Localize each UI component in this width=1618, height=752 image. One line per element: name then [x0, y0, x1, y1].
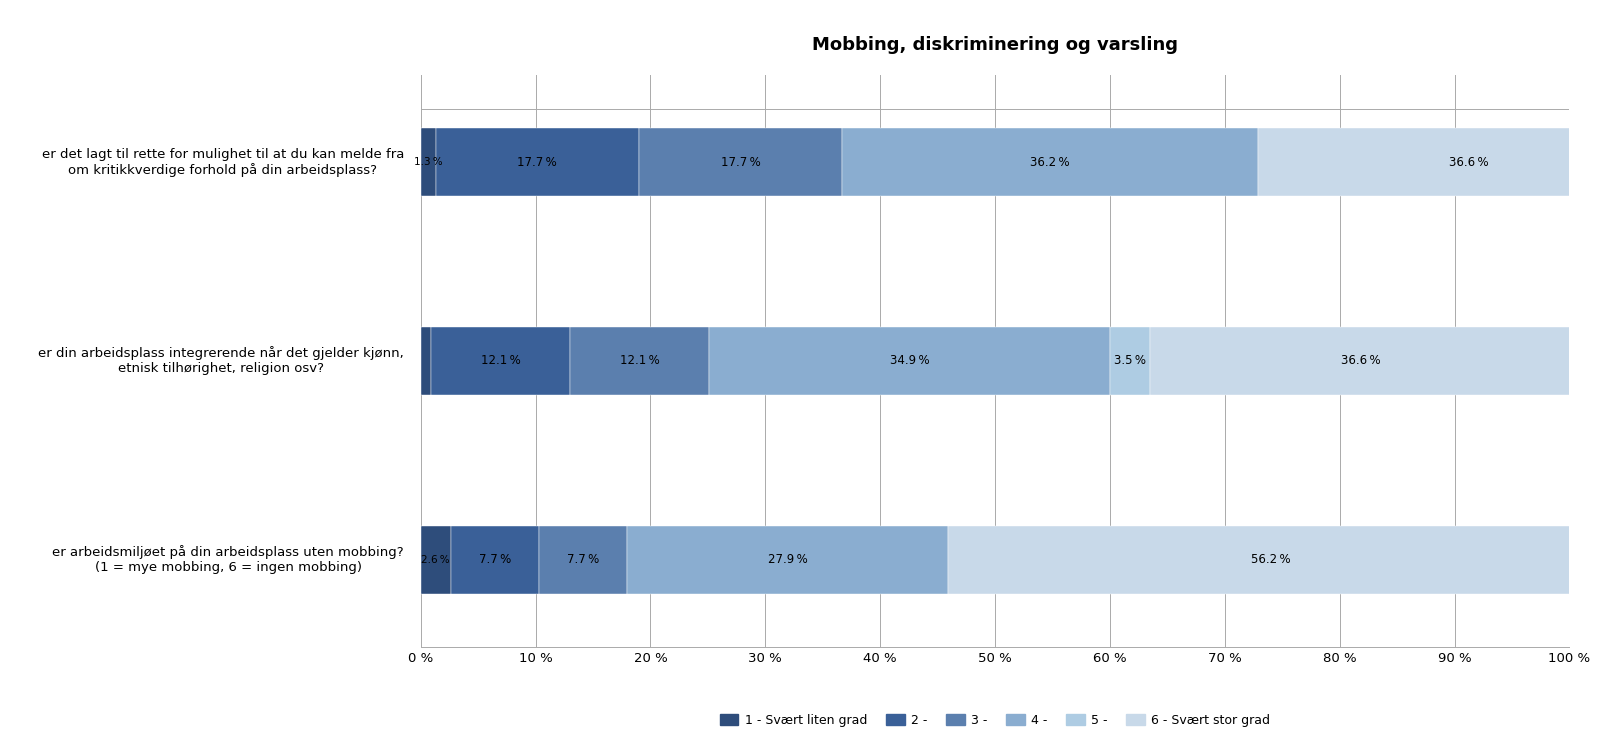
Bar: [421, 327, 430, 395]
Text: 34.9 %: 34.9 %: [890, 354, 929, 368]
Text: 3.5 %: 3.5 %: [1115, 354, 1146, 368]
Bar: [430, 327, 570, 395]
Text: 7.7 %: 7.7 %: [566, 553, 599, 566]
Text: 12.1 %: 12.1 %: [620, 354, 660, 368]
Bar: [628, 526, 948, 594]
Bar: [1110, 327, 1150, 395]
Bar: [1259, 128, 1618, 196]
Bar: [948, 526, 1594, 594]
Text: 27.9 %: 27.9 %: [769, 553, 807, 566]
Bar: [450, 526, 539, 594]
Text: 12.1 %: 12.1 %: [481, 354, 521, 368]
Text: 36.2 %: 36.2 %: [1031, 156, 1069, 168]
Text: 1.3 %: 1.3 %: [414, 157, 442, 167]
Text: 17.7 %: 17.7 %: [518, 156, 557, 168]
Bar: [570, 327, 709, 395]
Bar: [843, 128, 1259, 196]
Bar: [539, 526, 628, 594]
Text: 36.6 %: 36.6 %: [1448, 156, 1489, 168]
Bar: [709, 327, 1110, 395]
Bar: [1150, 327, 1571, 395]
Text: 2.6 %: 2.6 %: [421, 555, 450, 565]
Bar: [639, 128, 843, 196]
Title: Mobbing, diskriminering og varsling: Mobbing, diskriminering og varsling: [812, 36, 1178, 54]
Text: 7.7 %: 7.7 %: [479, 553, 511, 566]
Bar: [421, 128, 435, 196]
Text: 17.7 %: 17.7 %: [720, 156, 760, 168]
Text: 56.2 %: 56.2 %: [1251, 553, 1291, 566]
Bar: [435, 128, 639, 196]
Text: 36.6 %: 36.6 %: [1341, 354, 1380, 368]
Bar: [421, 526, 450, 594]
Legend: 1 - Svært liten grad, 2 -, 3 -, 4 -, 5 -, 6 - Svært stor grad: 1 - Svært liten grad, 2 -, 3 -, 4 -, 5 -…: [715, 709, 1275, 732]
